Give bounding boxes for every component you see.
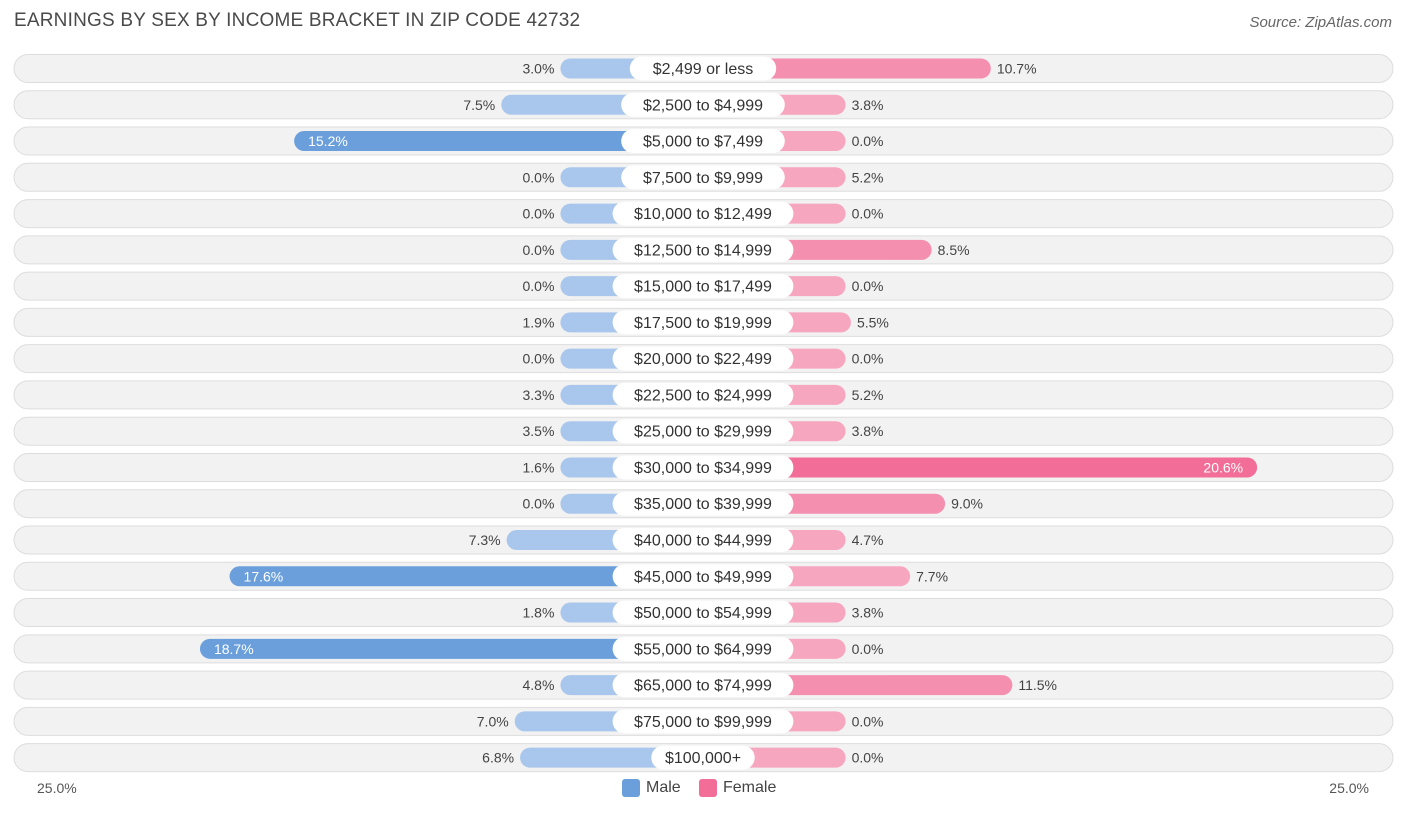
male-value-label: 0.0% — [523, 169, 555, 185]
female-value-label: 0.0% — [852, 750, 884, 766]
female-bar — [703, 457, 1258, 478]
category-pill — [612, 237, 794, 262]
male-value-label: 3.3% — [523, 387, 555, 403]
category-label: $40,000 to $44,999 — [634, 533, 772, 550]
chart-title: EARNINGS BY SEX BY INCOME BRACKET IN ZIP… — [14, 10, 581, 31]
female-value-label: 5.2% — [852, 169, 884, 185]
category-label: $2,499 or less — [653, 61, 754, 78]
category-label: $15,000 to $17,499 — [634, 279, 772, 296]
category-label: $22,500 to $24,999 — [634, 387, 772, 404]
male-value-label: 0.0% — [523, 206, 555, 222]
category-pill — [612, 455, 794, 480]
male-value-label: 4.8% — [523, 677, 555, 693]
axis-right-label: 25.0% — [1329, 780, 1369, 796]
male-value-label: 1.8% — [523, 605, 555, 621]
legend-female-label: Female — [723, 779, 777, 796]
category-pill — [612, 528, 794, 553]
category-pill — [612, 600, 794, 625]
category-pill — [612, 564, 794, 589]
category-label: $55,000 to $64,999 — [634, 641, 772, 658]
male-value-label: 1.9% — [523, 314, 555, 330]
category-pill — [612, 274, 794, 299]
category-label: $75,000 to $99,999 — [634, 714, 772, 731]
category-label: $50,000 to $54,999 — [634, 605, 772, 622]
female-value-label: 0.0% — [852, 206, 884, 222]
male-value-label: 1.6% — [523, 459, 555, 475]
category-pill — [621, 165, 785, 190]
category-label: $65,000 to $74,999 — [634, 678, 772, 695]
legend-female: Female — [699, 778, 776, 798]
female-value-label: 0.0% — [852, 133, 884, 149]
female-value-label: 4.7% — [852, 532, 884, 548]
male-value-label: 7.5% — [463, 97, 495, 113]
female-value-label: 5.2% — [852, 387, 884, 403]
male-value-label: 0.0% — [523, 496, 555, 512]
female-value-label: 8.5% — [938, 242, 970, 258]
category-pill — [612, 636, 794, 661]
category-pill — [612, 491, 794, 516]
male-value-label: 6.8% — [482, 750, 514, 766]
category-label: $7,500 to $9,999 — [643, 170, 763, 187]
female-value-label: 3.8% — [852, 423, 884, 439]
source-note: Source: ZipAtlas.com — [1249, 14, 1392, 31]
category-label: $5,000 to $7,499 — [643, 134, 763, 151]
male-value-label: 3.5% — [523, 423, 555, 439]
male-value-label: 3.0% — [523, 61, 555, 77]
female-value-label: 0.0% — [852, 351, 884, 367]
category-label: $45,000 to $49,999 — [634, 569, 772, 586]
legend-male-label: Male — [646, 779, 681, 796]
category-pill — [621, 129, 785, 154]
female-value-label: 10.7% — [997, 61, 1037, 77]
category-label: $2,500 to $4,999 — [643, 97, 763, 114]
male-value-label: 18.7% — [214, 641, 254, 657]
category-pill — [621, 92, 785, 117]
female-value-label: 20.6% — [1203, 459, 1243, 475]
category-pill — [612, 709, 794, 734]
male-bar — [229, 566, 703, 587]
male-value-label: 7.3% — [469, 532, 501, 548]
category-pill — [612, 201, 794, 226]
male-value-label: 15.2% — [308, 133, 348, 149]
category-label: $20,000 to $22,499 — [634, 351, 772, 368]
category-label: $25,000 to $29,999 — [634, 424, 772, 441]
category-pill — [629, 56, 777, 81]
category-pill — [612, 419, 794, 444]
male-value-label: 0.0% — [523, 351, 555, 367]
male-value-label: 0.0% — [523, 278, 555, 294]
female-value-label: 7.7% — [916, 568, 948, 584]
legend-female-swatch — [699, 779, 717, 797]
category-pill — [612, 673, 794, 698]
female-value-label: 3.8% — [852, 97, 884, 113]
category-label: $17,500 to $19,999 — [634, 315, 772, 332]
male-value-label: 0.0% — [523, 242, 555, 258]
category-label: $12,500 to $14,999 — [634, 242, 772, 259]
female-value-label: 0.0% — [852, 278, 884, 294]
category-pill — [612, 382, 794, 407]
category-label: $30,000 to $34,999 — [634, 460, 772, 477]
male-value-label: 7.0% — [477, 713, 509, 729]
male-bar — [294, 131, 703, 152]
category-label: $10,000 to $12,499 — [634, 206, 772, 223]
female-value-label: 0.0% — [852, 713, 884, 729]
male-bar — [199, 638, 703, 659]
category-pill — [612, 310, 794, 335]
category-label: $100,000+ — [665, 750, 741, 767]
legend-male: Male — [622, 778, 681, 798]
male-value-label: 17.6% — [244, 568, 284, 584]
female-value-label: 0.0% — [852, 641, 884, 657]
legend-male-swatch — [622, 779, 640, 797]
female-value-label: 11.5% — [1018, 677, 1057, 693]
axis-left-label: 25.0% — [37, 780, 77, 796]
category-label: $35,000 to $39,999 — [634, 496, 772, 513]
category-pill — [612, 346, 794, 371]
female-value-label: 3.8% — [852, 605, 884, 621]
female-value-label: 9.0% — [951, 496, 983, 512]
female-value-label: 5.5% — [857, 314, 889, 330]
category-pill — [651, 745, 755, 770]
